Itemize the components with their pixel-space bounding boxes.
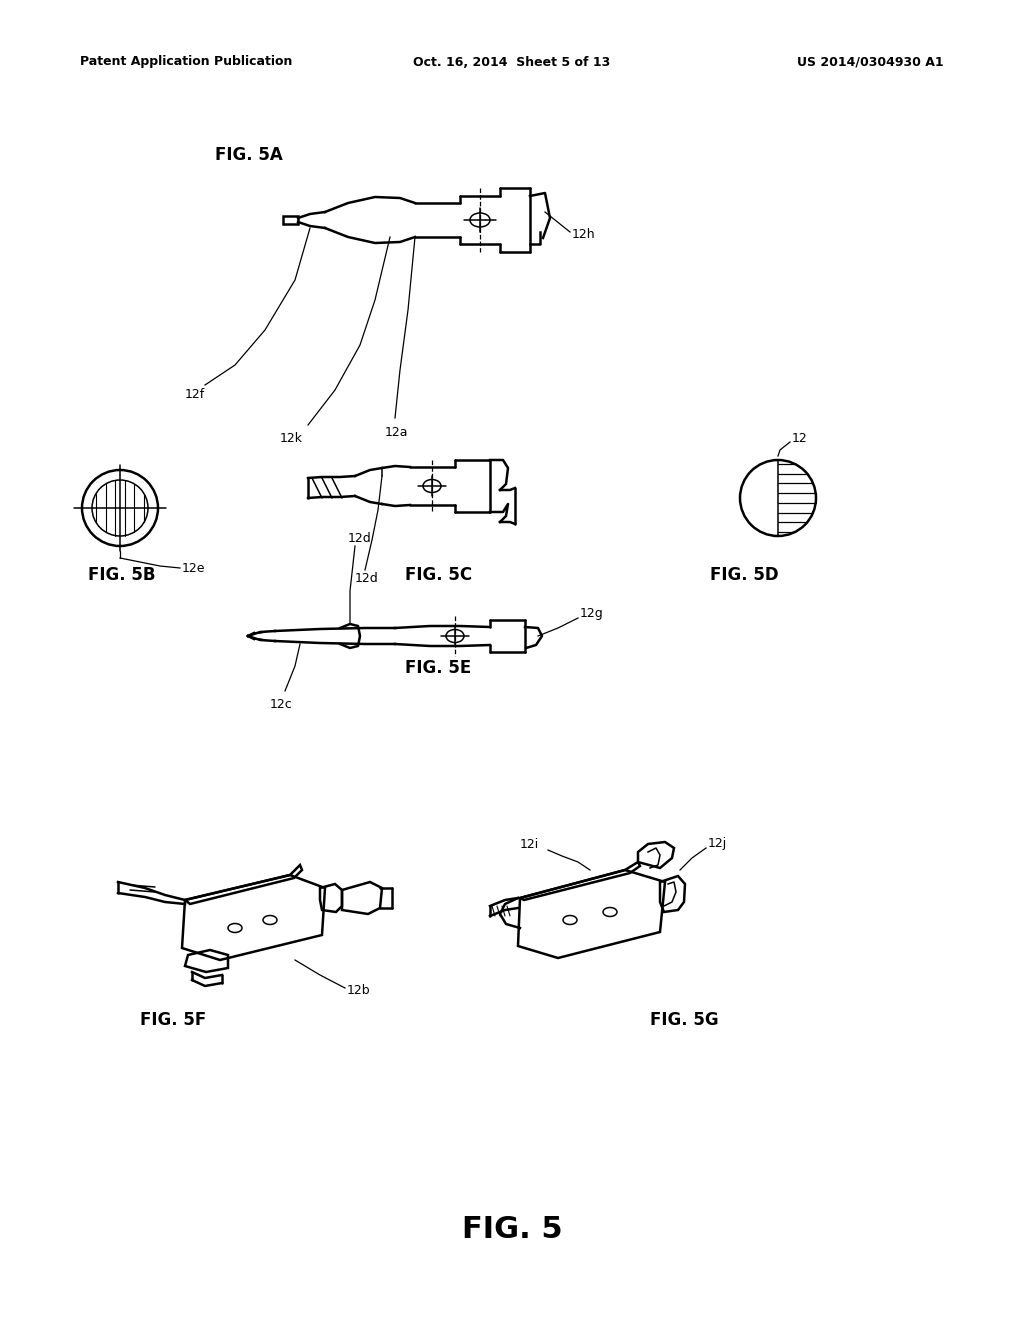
Text: 12e: 12e (182, 561, 206, 574)
Text: US 2014/0304930 A1: US 2014/0304930 A1 (798, 55, 944, 69)
Text: 12j: 12j (708, 837, 727, 850)
Text: FIG. 5E: FIG. 5E (406, 659, 471, 677)
Text: FIG. 5C: FIG. 5C (406, 566, 472, 583)
Text: 12c: 12c (270, 697, 293, 710)
Text: FIG. 5B: FIG. 5B (88, 566, 156, 583)
Text: 12i: 12i (520, 838, 540, 851)
Text: 12d: 12d (355, 572, 379, 585)
Text: 12f: 12f (185, 388, 205, 401)
Text: 12k: 12k (280, 432, 303, 445)
Text: FIG. 5G: FIG. 5G (650, 1011, 719, 1030)
Text: FIG. 5: FIG. 5 (462, 1216, 562, 1245)
Text: 12h: 12h (572, 228, 596, 242)
Text: 12g: 12g (580, 607, 604, 620)
Text: 12d: 12d (348, 532, 372, 544)
Text: Oct. 16, 2014  Sheet 5 of 13: Oct. 16, 2014 Sheet 5 of 13 (414, 55, 610, 69)
Text: FIG. 5D: FIG. 5D (710, 566, 778, 583)
Text: 12b: 12b (347, 983, 371, 997)
Text: FIG. 5A: FIG. 5A (215, 147, 283, 164)
Text: 12a: 12a (385, 425, 409, 438)
Text: Patent Application Publication: Patent Application Publication (80, 55, 293, 69)
Text: 12: 12 (792, 432, 808, 445)
Text: FIG. 5F: FIG. 5F (140, 1011, 206, 1030)
